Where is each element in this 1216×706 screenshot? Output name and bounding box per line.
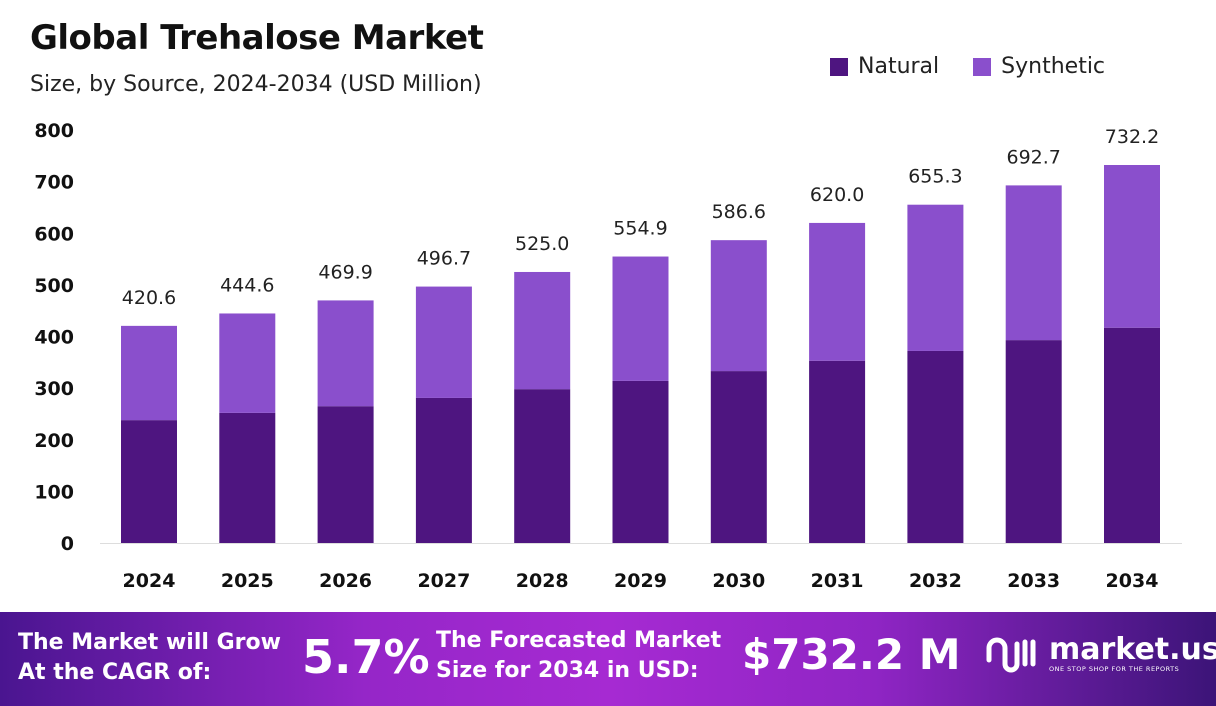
data-label-2030: 586.6	[712, 201, 766, 223]
data-label-2034: 732.2	[1105, 126, 1159, 148]
legend-item-natural: Natural	[830, 54, 939, 79]
chart-title: Global Trehalose Market	[30, 18, 484, 58]
bar-natural-2031	[809, 360, 866, 543]
data-label-2033: 692.7	[1006, 146, 1060, 168]
bar-synthetic-2034	[1104, 165, 1160, 328]
x-tick-label: 2031	[811, 570, 864, 592]
x-tick-label: 2027	[417, 570, 470, 592]
bar-natural-2028	[514, 389, 571, 543]
y-tick-label: 400	[34, 327, 74, 349]
x-tick-label: 2026	[319, 570, 372, 592]
bar-synthetic-2029	[612, 256, 669, 381]
x-tick-label: 2032	[909, 570, 962, 592]
bar-synthetic-2026	[317, 300, 374, 407]
bar-synthetic-2024	[121, 325, 177, 421]
logo-icon	[986, 637, 1036, 673]
bar-natural-2025	[219, 412, 276, 543]
bar-natural-2033	[1005, 340, 1062, 543]
cagr-value: 5.7%	[302, 630, 430, 684]
legend-label: Synthetic	[1001, 54, 1106, 79]
y-tick-label: 300	[34, 378, 74, 400]
bar-natural-2029	[612, 380, 669, 543]
bar-natural-2027	[415, 397, 472, 543]
bar-synthetic-2025	[219, 313, 276, 413]
chart-plot: 0 100 200 300 400 500 600 700 800 420.6 2024 444.6 2…	[34, 120, 1182, 592]
legend-swatch	[830, 57, 848, 76]
y-tick-label: 800	[34, 120, 74, 142]
legend-swatch	[973, 57, 992, 76]
x-tick-label: 2030	[712, 570, 765, 592]
bar-natural-2024	[121, 420, 177, 543]
market-us-logo: market.us ONE STOP SHOP FOR THE REPORTS	[985, 634, 1216, 674]
y-tick-label: 100	[34, 481, 74, 503]
x-tick-label: 2028	[516, 570, 569, 592]
cagr-label: The Market will Grow At the CAGR of:	[18, 630, 281, 685]
bar-synthetic-2032	[907, 204, 964, 351]
forecast-value: $732.2 M	[742, 630, 961, 679]
y-tick-label: 700	[34, 172, 74, 194]
bar-natural-2032	[907, 350, 964, 543]
y-tick-label: 0	[61, 533, 74, 555]
chart-subtitle: Size, by Source, 2024-2034 (USD Million)	[30, 72, 482, 97]
y-tick-label: 200	[34, 430, 74, 452]
bar-synthetic-2033	[1005, 185, 1062, 341]
data-label-2027: 496.7	[417, 248, 471, 270]
x-tick-label: 2029	[614, 570, 667, 592]
legend-item-synthetic: Synthetic	[973, 54, 1105, 79]
bar-natural-2026	[317, 406, 374, 543]
bar-natural-2034	[1104, 327, 1160, 543]
data-label-2024: 420.6	[122, 287, 176, 309]
bar-synthetic-2030	[710, 240, 767, 372]
bar-synthetic-2031	[809, 222, 866, 361]
legend: Natural Synthetic	[830, 54, 1105, 79]
data-label-2029: 554.9	[613, 218, 667, 240]
bar-synthetic-2028	[514, 271, 571, 390]
bar-natural-2030	[710, 371, 767, 543]
summary-banner: The Market will Grow At the CAGR of: 5.7%…	[0, 612, 1216, 706]
bar-synthetic-2027	[415, 286, 472, 398]
x-tick-label: 2025	[221, 570, 274, 592]
data-label-2032: 655.3	[908, 166, 962, 188]
y-tick-label: 500	[34, 275, 74, 297]
legend-label: Natural	[858, 54, 940, 79]
x-tick-label: 2033	[1007, 570, 1060, 592]
data-label-2028: 525.0	[515, 233, 569, 255]
x-tick-label: 2034	[1106, 570, 1159, 592]
y-tick-label: 600	[34, 223, 74, 245]
data-label-2026: 469.9	[318, 261, 372, 283]
x-tick-label: 2024	[123, 570, 176, 592]
data-label-2031: 620.0	[810, 184, 864, 206]
data-label-2025: 444.6	[220, 274, 274, 296]
forecast-label: The Forecasted Market Size for 2034 in US…	[436, 628, 722, 683]
